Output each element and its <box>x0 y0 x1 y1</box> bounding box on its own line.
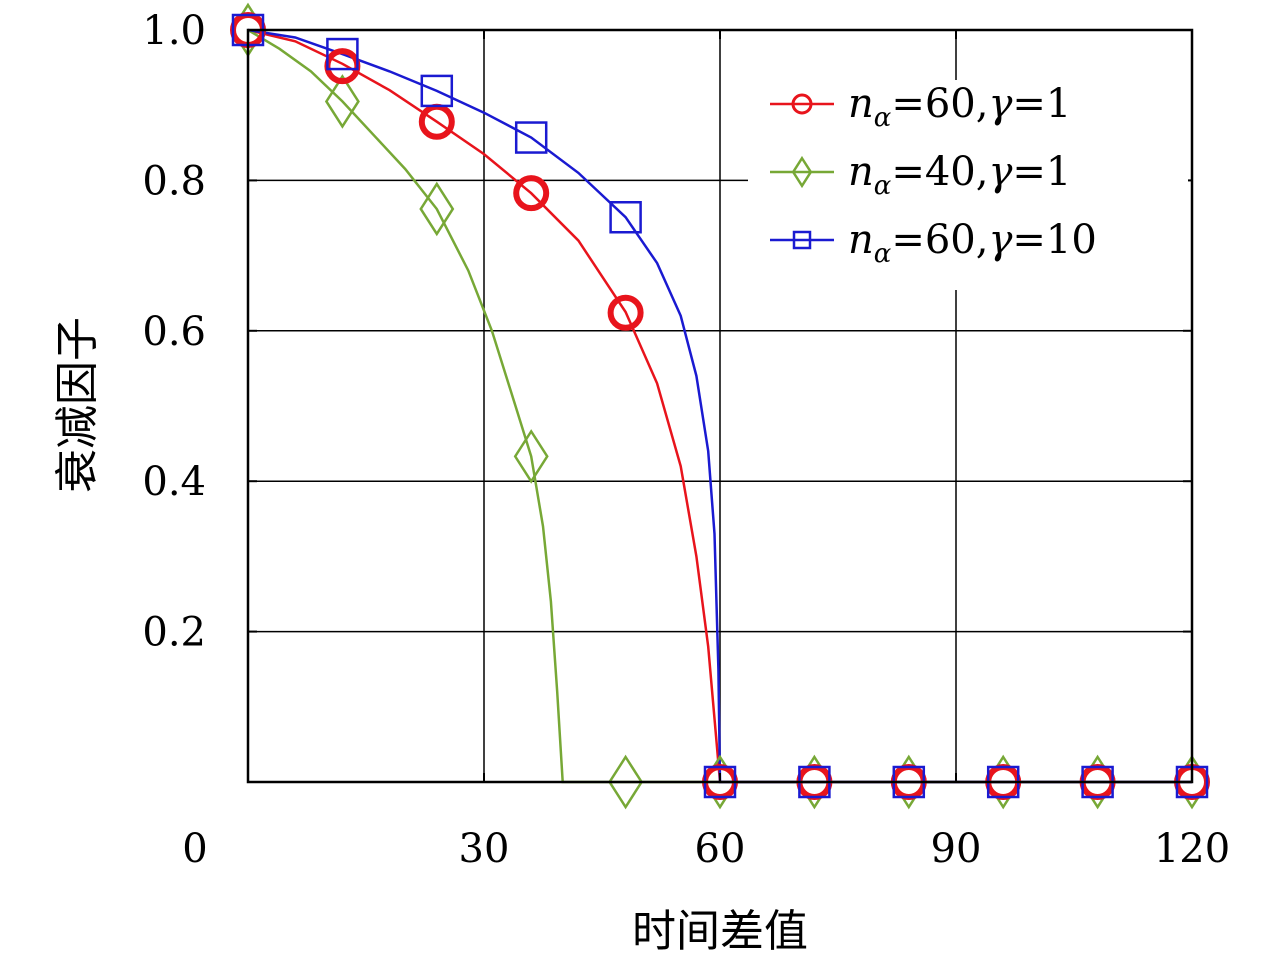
x-tick-label: 30 <box>459 826 510 872</box>
tick-labels: 0 30 60 90 120 0.2 0.4 0.6 0.8 1.0 <box>142 8 1230 872</box>
legend-label: nα=60,γ=1 <box>848 81 1071 133</box>
x-tick-label: 0 <box>182 826 207 872</box>
y-tick-label: 0.8 <box>142 158 206 204</box>
legend-label: nα=40,γ=1 <box>848 149 1071 201</box>
y-tick-label: 0.6 <box>142 309 206 355</box>
square-marker <box>420 74 454 108</box>
legend: nα=60,γ=1 nα=40,γ=1 nα=60,γ=10 <box>748 80 1188 290</box>
diamond-marker <box>419 181 455 237</box>
y-tick-label: 0.4 <box>142 459 206 505</box>
circle-marker <box>513 175 550 212</box>
square-marker <box>609 200 642 234</box>
y-tick-label: 0.2 <box>142 610 206 656</box>
series-line <box>247 28 1192 784</box>
series-line <box>247 28 1192 784</box>
diamond-marker <box>513 429 549 484</box>
diamond-marker <box>608 754 644 810</box>
y-axis-title: 衰减因子 <box>52 317 103 493</box>
circle-marker <box>791 93 813 115</box>
plot-frame <box>246 28 1194 784</box>
legend-label: nα=60,γ=10 <box>848 217 1097 269</box>
series-line <box>247 28 1192 784</box>
series-diamond <box>247 28 1192 784</box>
x-axis-title: 时间差值 <box>632 906 808 957</box>
plot-series <box>230 2 1210 810</box>
diamond-marker <box>324 74 360 129</box>
x-tick-label: 120 <box>1154 826 1230 872</box>
legend-item: nα=60,γ=1 <box>770 81 1071 133</box>
series-circle <box>247 28 1192 784</box>
x-tick-label: 60 <box>695 826 746 872</box>
legend-item: nα=60,γ=10 <box>770 217 1097 269</box>
square-marker <box>792 230 812 250</box>
diamond-marker <box>791 155 813 189</box>
y-tick-label: 1.0 <box>142 8 206 54</box>
series-square <box>247 28 1192 784</box>
legend-item: nα=40,γ=1 <box>770 149 1071 201</box>
square-marker <box>326 37 359 71</box>
x-tick-label: 90 <box>931 826 982 872</box>
circle-marker <box>607 294 644 331</box>
legend-background <box>748 80 1188 290</box>
square-marker <box>514 121 548 154</box>
